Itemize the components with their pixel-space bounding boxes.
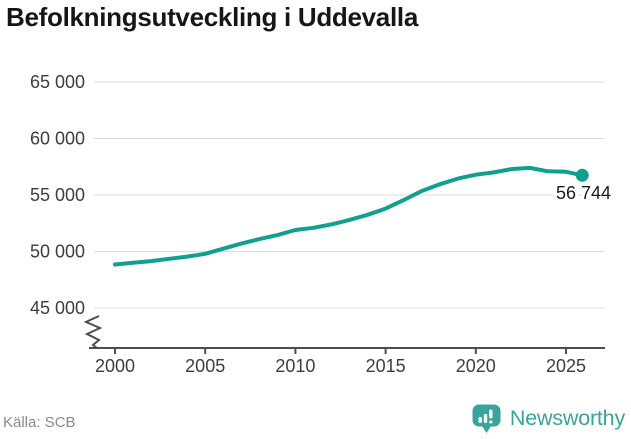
- source-note: Källa: SCB: [3, 414, 76, 431]
- newsworthy-wordmark: Newsworthy: [509, 406, 625, 430]
- latest-point-marker: [575, 168, 589, 182]
- y-axis-tick-label: 65 000: [30, 72, 85, 92]
- x-axis-tick-label: 2020: [456, 356, 496, 376]
- x-axis-tick-label: 2015: [366, 356, 406, 376]
- x-axis-tick-label: 2005: [185, 356, 225, 376]
- logo-bar-2: [483, 414, 488, 423]
- logo-exclamation-dot: [489, 420, 493, 424]
- y-axis-tick-label: 45 000: [30, 298, 85, 318]
- y-axis-tick-label: 50 000: [30, 242, 85, 262]
- newsworthy-logo: Newsworthy: [470, 402, 625, 435]
- logo-exclamation-bar: [489, 409, 493, 419]
- y-axis-tick-label: 55 000: [30, 185, 85, 205]
- x-axis-tick-label: 2000: [95, 356, 135, 376]
- latest-value-label: 56 744: [556, 183, 611, 203]
- y-axis-tick-label: 60 000: [30, 129, 85, 149]
- population-line: [113, 165, 585, 267]
- axis-break-icon: [83, 315, 103, 349]
- chart-title: Befolkningsutveckling i Uddevalla: [6, 2, 418, 32]
- logo-bar-1: [478, 417, 482, 423]
- x-axis-tick-label: 2025: [546, 356, 586, 376]
- bar-chart-speech-bubble-icon: [472, 404, 501, 433]
- x-axis-tick-label: 2010: [275, 356, 315, 376]
